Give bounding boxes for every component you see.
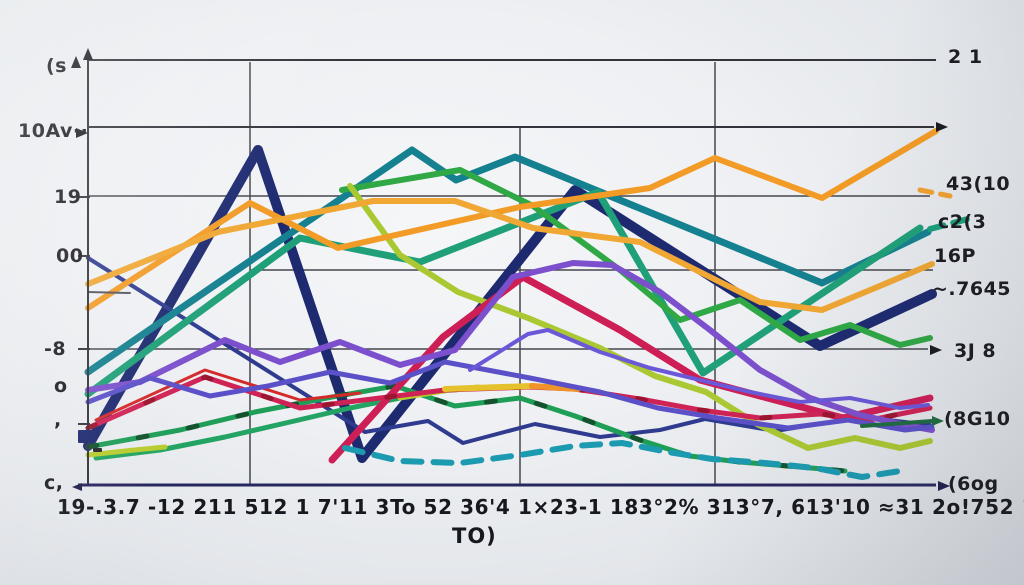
arrowhead-left	[72, 483, 82, 491]
square-marker	[93, 448, 102, 452]
y-axis-tick-label: 10Av··	[18, 120, 89, 142]
series-green-bottom-2	[93, 395, 403, 461]
series-yellow-green-bl	[85, 444, 168, 458]
series-teal-dash-tail	[927, 216, 971, 232]
series-violet	[85, 359, 935, 433]
series-teal-dashed-bottom	[342, 440, 903, 480]
right-edge-series-label: 43(10	[946, 173, 1011, 195]
right-edge-series-label: (6og	[948, 473, 999, 495]
series-yellow-green-upper	[347, 183, 933, 451]
x-axis-title: TO)	[452, 524, 497, 548]
series-navy-thick	[83, 145, 937, 463]
series-orange-dash-tail	[917, 187, 953, 199]
right-edge-series-label: ~.7645	[932, 278, 1012, 300]
square-marker	[78, 430, 94, 443]
y-axis-tick-label: 00	[56, 245, 84, 267]
arrowhead-right	[938, 481, 950, 491]
series-amber	[85, 198, 935, 313]
x-axis-tick-labels: 19-.3.7 -12 211 512 1 7'11 3To 52 36'4 1…	[57, 495, 1024, 519]
series-gray-short	[87, 291, 131, 294]
arrowhead-up	[71, 56, 81, 68]
y-axis-tick-label: c,	[44, 472, 64, 494]
right-edge-series-label: c2(3	[938, 211, 987, 233]
series-orange	[85, 128, 939, 311]
y-axis-tick-label: (s	[46, 55, 67, 77]
arrowhead-right	[76, 128, 88, 138]
right-edge-series-label: 2 1	[948, 46, 983, 68]
right-edge-series-label: 16P	[934, 245, 976, 267]
y-axis-tick-label: -8	[44, 338, 67, 360]
series-darkgreen-arrow-line	[860, 419, 934, 428]
series-violet-2	[468, 328, 930, 410]
series-green	[339, 167, 933, 348]
right-edge-series-label: (8G10	[944, 408, 1011, 430]
series-red-thin	[94, 368, 362, 422]
right-edge-series-label: 3J 8	[954, 340, 997, 362]
series-yellow-seg	[442, 383, 535, 392]
series-emerald	[84, 188, 924, 398]
y-axis-tick-label: ,	[54, 409, 62, 431]
y-axis-tick-label: o	[54, 375, 68, 397]
arrowhead-right	[932, 416, 944, 426]
arrowhead-right	[930, 345, 942, 355]
arrowhead-right	[936, 122, 948, 132]
y-axis-tick-label: 19	[54, 186, 82, 208]
arrowhead-up	[83, 48, 93, 60]
series-purple	[85, 260, 935, 433]
